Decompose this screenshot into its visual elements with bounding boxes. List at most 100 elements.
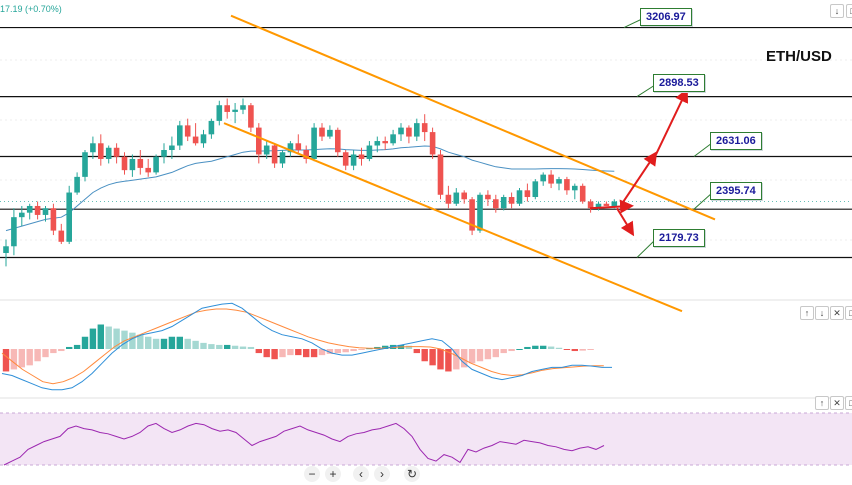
macd-histogram-bar — [271, 349, 278, 360]
candle-body — [66, 192, 72, 242]
candle-body — [34, 205, 41, 215]
scroll-right-button[interactable]: › — [374, 466, 390, 482]
macd-histogram-bar — [571, 349, 578, 352]
macd-maximize-button[interactable]: □ — [845, 306, 852, 320]
macd-histogram-bar — [263, 349, 270, 358]
candle-body — [248, 105, 254, 128]
macd-histogram-bar — [579, 349, 586, 351]
reset-chart-button[interactable]: ↻ — [404, 466, 420, 482]
rsi-maximize-button[interactable]: □ — [845, 396, 852, 410]
candle-body — [477, 194, 483, 231]
macd-histogram-bar — [587, 349, 594, 350]
candle-body — [232, 109, 238, 112]
candle-body — [263, 145, 270, 155]
candle-body — [595, 203, 602, 209]
scroll-left-button[interactable]: ‹ — [353, 466, 369, 482]
zoom-in-button[interactable]: + — [325, 466, 341, 482]
macd-histogram-bar — [34, 349, 41, 362]
macd-histogram-bar — [247, 346, 255, 349]
candle-body — [516, 190, 523, 204]
level-tag-4: 2395.74 — [710, 182, 762, 200]
macd-histogram-bar — [279, 349, 286, 358]
candle-body — [11, 217, 17, 247]
macd-histogram-bar — [524, 346, 531, 349]
level-tag-3: 2631.06 — [710, 132, 762, 150]
macd-histogram-bar — [239, 346, 247, 349]
macd-histogram-bar — [121, 330, 128, 349]
macd-histogram-bar — [358, 349, 365, 350]
candle-body — [564, 179, 570, 191]
candle-body — [98, 143, 104, 159]
candle-body — [240, 105, 246, 110]
candle-body — [113, 147, 120, 157]
macd-histogram-bar — [216, 344, 223, 349]
rsi-move-up-button[interactable]: ↑ — [815, 396, 829, 410]
macd-histogram-bar — [152, 338, 160, 349]
macd-histogram-bar — [303, 349, 310, 358]
macd-histogram-bar — [476, 349, 484, 362]
candle-body — [82, 152, 88, 177]
candle-body — [611, 201, 618, 206]
macd-histogram-bar — [26, 349, 33, 366]
macd-close-button[interactable]: ✕ — [830, 306, 844, 320]
macd-histogram-bar — [50, 349, 57, 354]
candle-body — [342, 152, 349, 166]
macd-histogram-bar — [342, 349, 349, 353]
candle-body — [335, 129, 341, 153]
candle-body — [216, 105, 223, 121]
candle-body — [145, 167, 151, 173]
macd-move-up-button[interactable]: ↑ — [800, 306, 814, 320]
macd-histogram-bar — [413, 349, 420, 354]
candle-body — [390, 134, 396, 144]
candle-body — [572, 185, 578, 191]
macd-move-down-button[interactable]: ↓ — [815, 306, 829, 320]
candle-body — [358, 154, 365, 159]
price-change: 17.19 (+0.70%) — [0, 4, 62, 14]
macd-histogram-bar — [382, 345, 389, 349]
candle-body — [493, 199, 499, 209]
candle-body — [121, 156, 128, 171]
channel-trendline — [230, 14, 716, 221]
level-tag-leader — [636, 84, 656, 98]
candle-body — [74, 176, 80, 193]
candle-body — [556, 179, 562, 184]
candle-body — [224, 105, 230, 112]
candle-body — [58, 230, 65, 242]
macd-histogram-bar — [97, 324, 104, 349]
macd-histogram-bar — [445, 349, 452, 372]
maximize-button[interactable]: □ — [846, 4, 852, 18]
zoom-out-button[interactable]: − — [304, 466, 320, 482]
candle-body — [153, 156, 159, 173]
candle-body — [406, 127, 412, 137]
candle-body — [532, 181, 539, 198]
macd-histogram-bar — [555, 347, 563, 349]
candle-body — [169, 145, 175, 150]
level-tag-5: 2179.73 — [653, 229, 705, 247]
macd-histogram-bar — [350, 349, 357, 352]
candle-body — [3, 246, 9, 253]
macd-histogram-bar — [176, 336, 183, 349]
candle-body — [208, 120, 215, 135]
projection-arrow — [616, 207, 635, 237]
macd-signal-line — [1, 308, 604, 385]
candle-body — [445, 194, 452, 204]
macd-histogram-bar — [516, 349, 523, 350]
macd-histogram-bar — [540, 345, 547, 349]
macd-histogram-bar — [224, 344, 231, 349]
candle-body — [287, 143, 294, 153]
candle-body — [279, 152, 286, 164]
macd-histogram-bar — [492, 349, 499, 358]
chart-title: ETH/USD — [766, 48, 832, 65]
candle-body — [50, 208, 57, 231]
candle-body — [19, 212, 25, 218]
candle-body — [429, 132, 436, 155]
candle-body — [398, 127, 404, 135]
scroll-down-button[interactable]: ↓ — [830, 4, 844, 18]
macd-histogram-bar — [42, 349, 49, 358]
rsi-close-button[interactable]: ✕ — [830, 396, 844, 410]
level-tag-leader — [693, 192, 713, 210]
candle-body — [500, 197, 507, 209]
rsi-band — [0, 413, 852, 465]
candle-body — [587, 201, 594, 209]
